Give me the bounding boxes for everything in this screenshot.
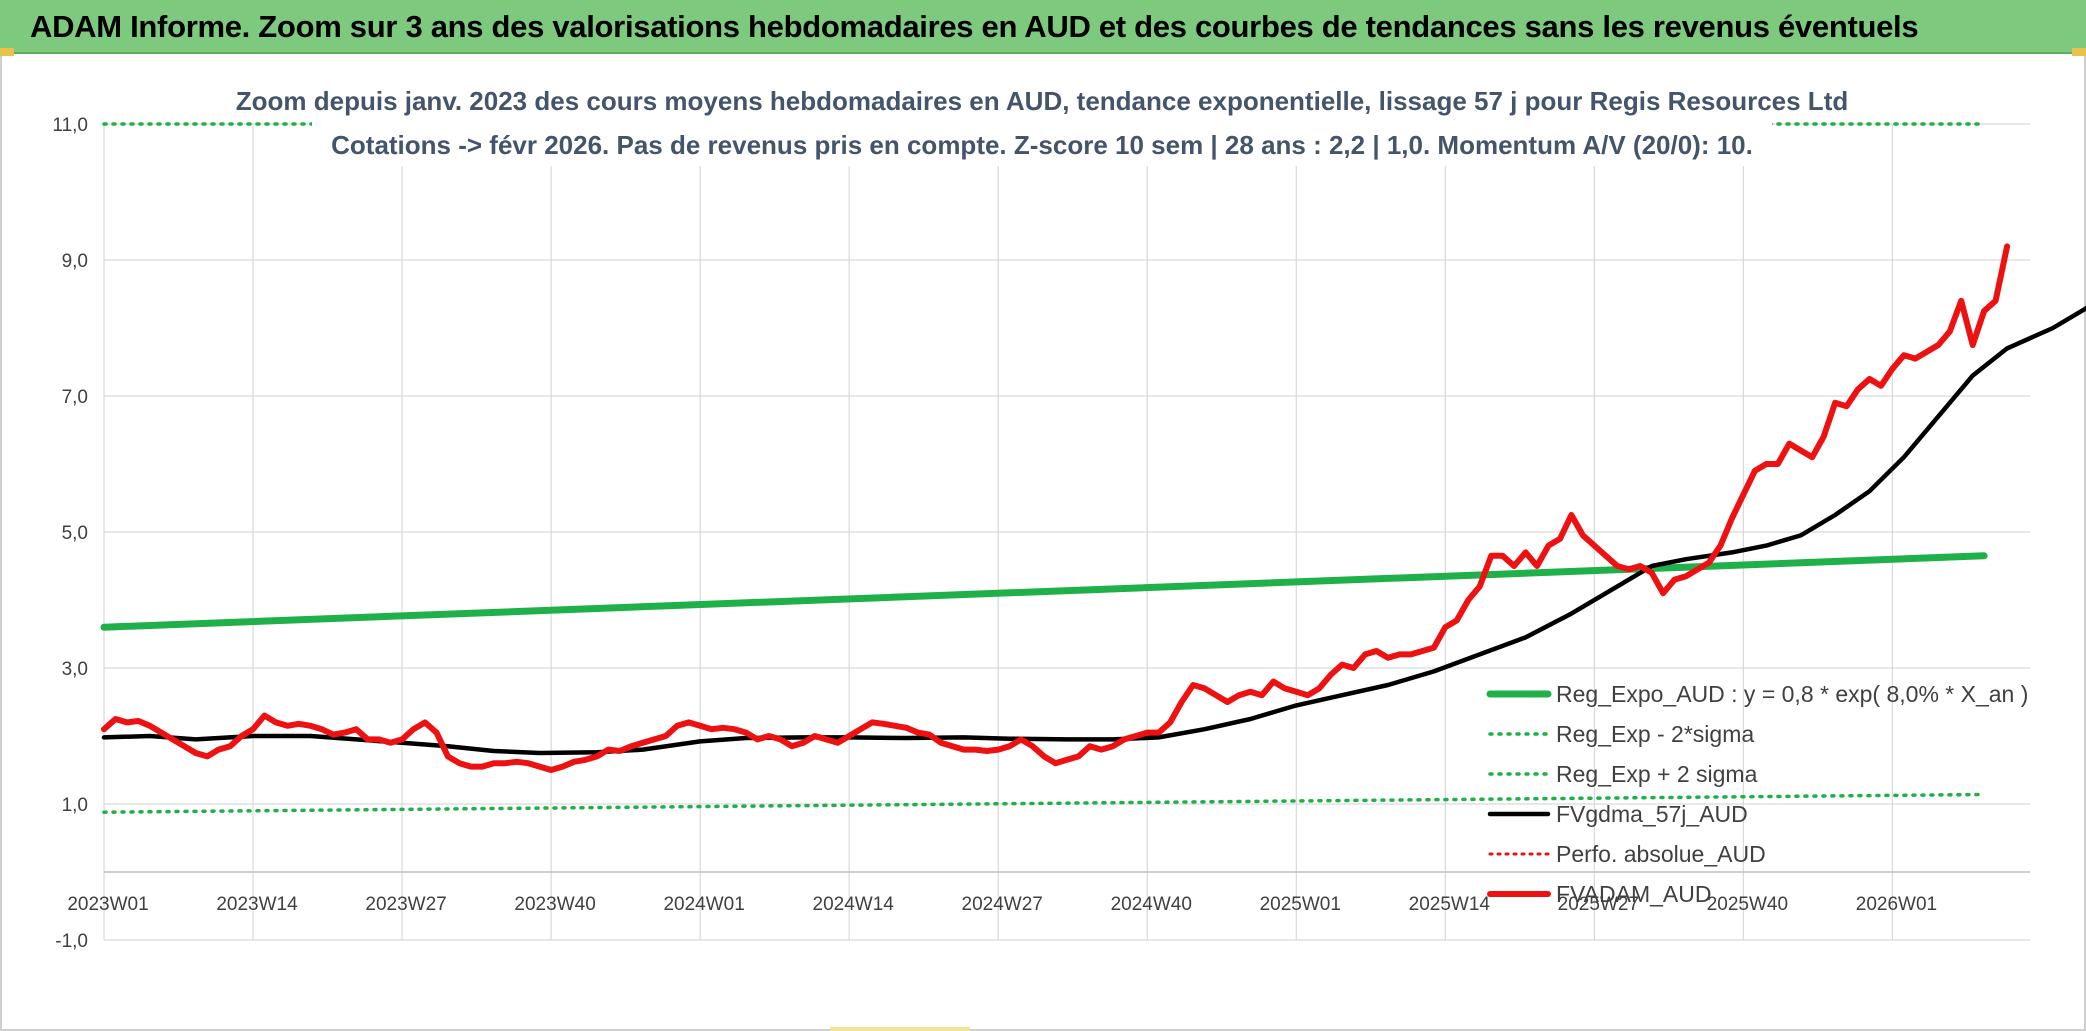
x-tick-label: 2026W01 (1856, 894, 1937, 915)
y-tick-label: 11,0 (52, 115, 88, 136)
x-tick-label: 2025W01 (1260, 894, 1341, 915)
x-tick-label: 2023W40 (514, 894, 595, 915)
x-tick-label: 2023W01 (67, 894, 148, 915)
y-tick-label: 7,0 (62, 387, 88, 408)
x-tick-label: 2024W01 (663, 894, 744, 915)
x-tick-label: 2025W27 (1558, 894, 1639, 915)
series-fvgdma (101, 305, 2086, 756)
legend-label: Perfo. absolue_AUD (1556, 841, 1766, 867)
legend: Reg_Expo_AUD : y = 0,8 * exp( 8,0% * X_a… (1486, 681, 2028, 907)
chart-subtitle-line-1: Zoom depuis janv. 2023 des cours moyens … (236, 86, 1848, 116)
x-tick-label: 2025W40 (1707, 894, 1788, 915)
banner-title: ADAM Informe. Zoom sur 3 ans des valoris… (30, 9, 1919, 44)
corner-marker-left (0, 48, 14, 56)
series-reg-expo (100, 552, 1988, 631)
legend-label: FVgdma_57j_AUD (1556, 801, 1748, 827)
x-axis-ticks: 2023W01 2023W14 2023W27 2023W40 2024W01 2024W… (67, 894, 1937, 915)
subtitle-background (312, 80, 1772, 166)
corner-marker-right (2072, 48, 2086, 56)
chart-subtitle-line-2: Cotations -> févr 2026. Pas de revenus p… (331, 130, 1753, 160)
y-tick-label: 9,0 (62, 251, 88, 272)
bottom-marker (830, 1027, 970, 1031)
y-tick-label: 3,0 (62, 659, 88, 680)
grid-lines (103, 123, 2030, 941)
x-tick-label: 2023W14 (216, 894, 298, 915)
legend-label: FVADAM_AUD (1556, 881, 1712, 907)
x-tick-label: 2024W14 (813, 894, 895, 915)
x-tick-label: 2024W40 (1111, 894, 1192, 915)
y-tick-label: 1,0 (62, 795, 88, 816)
series-fvadam (101, 243, 2011, 773)
legend-label: Reg_Exp + 2 sigma (1556, 761, 1758, 787)
x-tick-label: 2023W27 (365, 894, 446, 915)
header-banner: ADAM Informe. Zoom sur 3 ans des valoris… (0, 0, 2086, 54)
legend-label: Reg_Expo_AUD : y = 0,8 * exp( 8,0% * X_a… (1556, 681, 2028, 707)
y-axis-ticks: -1,0 1,0 3,0 5,0 7,0 9,0 11,0 (52, 115, 88, 952)
series-reg-minus-2sigma (102, 792, 1986, 814)
y-tick-label: -1,0 (55, 931, 88, 952)
series-group (100, 122, 2086, 814)
y-tick-label: 5,0 (62, 523, 88, 544)
legend-label: Reg_Exp - 2*sigma (1556, 721, 1754, 747)
x-tick-label: 2025W14 (1409, 894, 1491, 915)
x-tick-label: 2024W27 (962, 894, 1043, 915)
